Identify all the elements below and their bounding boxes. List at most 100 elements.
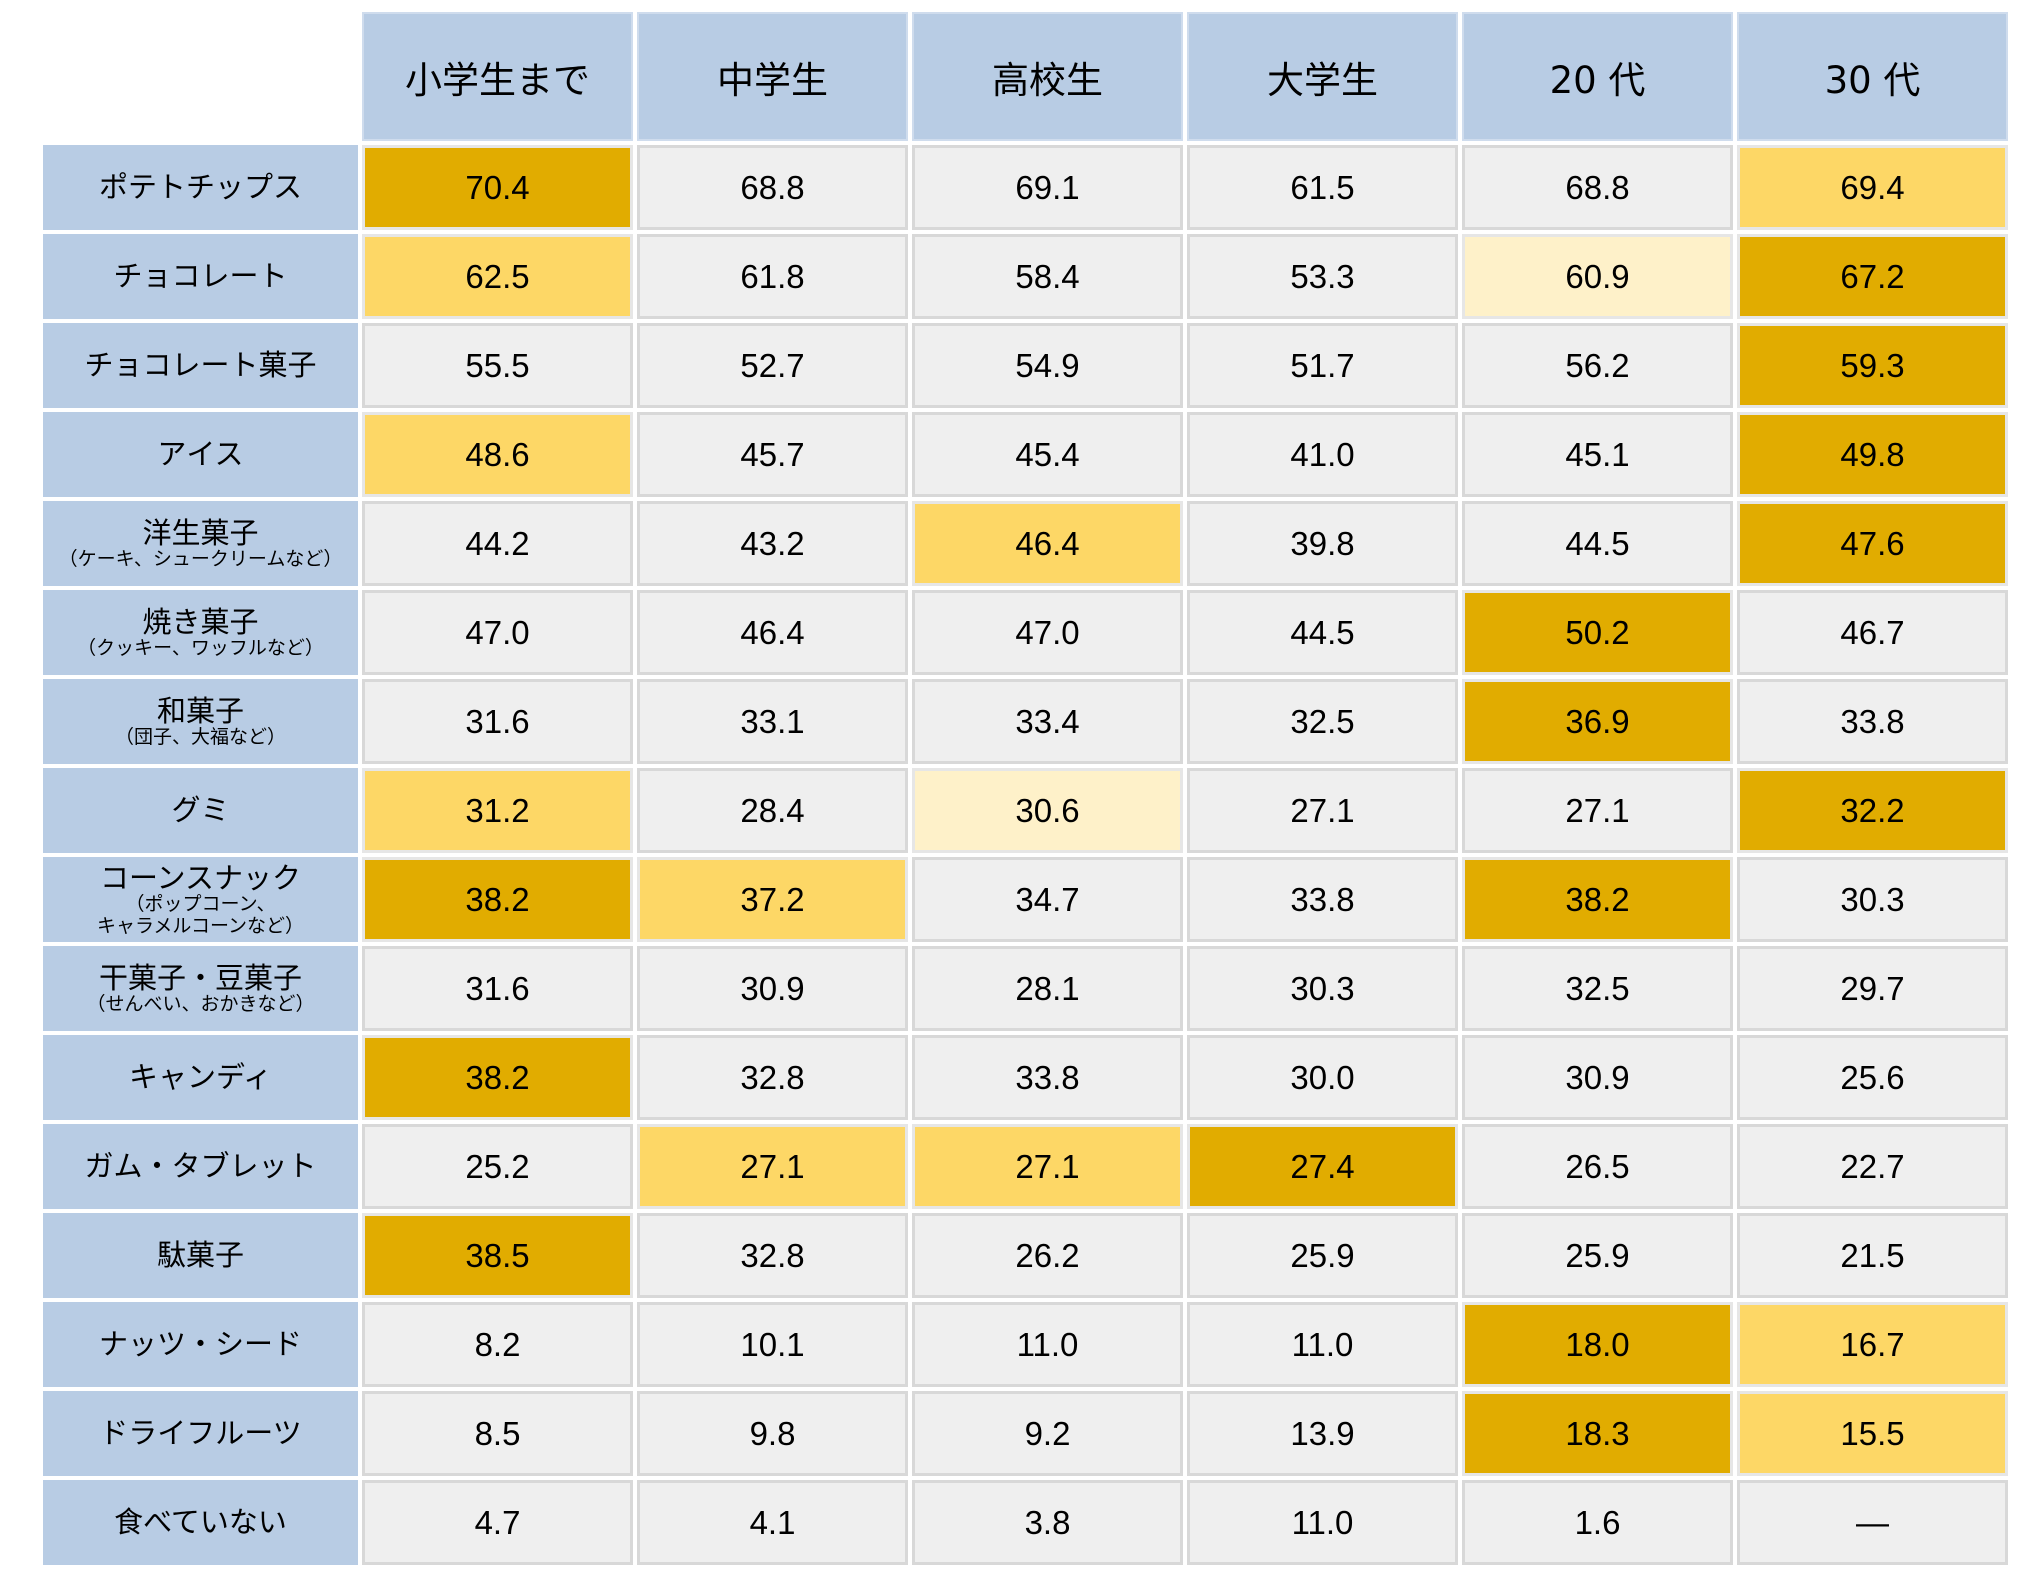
row-sublabel: （ケーキ、シュークリームなど） bbox=[58, 548, 343, 571]
data-cell: 47.0 bbox=[362, 590, 633, 675]
data-cell: 33.1 bbox=[637, 679, 908, 764]
row-label: コーンスナック （ポップコーン、 キャラメルコーンなど） bbox=[43, 857, 358, 942]
data-cell: 52.7 bbox=[637, 323, 908, 408]
data-cell: 38.2 bbox=[362, 1035, 633, 1120]
data-cell: 58.4 bbox=[912, 234, 1183, 319]
row-label-text: コーンスナック bbox=[100, 861, 301, 895]
data-cell: 38.2 bbox=[1462, 857, 1733, 942]
row-label-text: チョコレート菓子 bbox=[84, 348, 317, 383]
data-cell: 27.1 bbox=[1462, 768, 1733, 853]
column-header: 小学生まで bbox=[362, 12, 633, 141]
data-cell: 27.1 bbox=[912, 1124, 1183, 1209]
data-cell: 26.2 bbox=[912, 1213, 1183, 1298]
data-cell: 26.5 bbox=[1462, 1124, 1733, 1209]
row-label-text: 駄菓子 bbox=[156, 1238, 244, 1273]
data-cell: 47.6 bbox=[1737, 501, 2008, 586]
data-cell: 30.9 bbox=[1462, 1035, 1733, 1120]
row-label: アイス bbox=[43, 412, 358, 497]
data-cell: 25.9 bbox=[1187, 1213, 1458, 1298]
column-header: 大学生 bbox=[1187, 12, 1458, 141]
row-label-text: グミ bbox=[171, 793, 230, 828]
data-cell: 31.6 bbox=[362, 679, 633, 764]
data-cell: 55.5 bbox=[362, 323, 633, 408]
row-label-text: 焼き菓子 bbox=[142, 604, 259, 639]
table-corner bbox=[43, 12, 358, 141]
data-cell: 9.2 bbox=[912, 1391, 1183, 1476]
data-cell: 43.2 bbox=[637, 501, 908, 586]
data-cell: 10.1 bbox=[637, 1302, 908, 1387]
data-cell: 28.4 bbox=[637, 768, 908, 853]
data-cell: 34.7 bbox=[912, 857, 1183, 942]
data-cell: 28.1 bbox=[912, 946, 1183, 1031]
row-label: 和菓子 （団子、大福など） bbox=[43, 679, 358, 764]
data-cell: 1.6 bbox=[1462, 1480, 1733, 1565]
data-cell: 38.5 bbox=[362, 1213, 633, 1298]
data-cell: 25.9 bbox=[1462, 1213, 1733, 1298]
data-cell: 59.3 bbox=[1737, 323, 2008, 408]
snack-table: 小学生まで 中学生 高校生 大学生 20 代 30 代ポテトチップス 70.4 68.8 69.… bbox=[43, 12, 2008, 1565]
data-cell: 31.2 bbox=[362, 768, 633, 853]
data-cell: 30.3 bbox=[1737, 857, 2008, 942]
column-header: 20 代 bbox=[1462, 12, 1733, 141]
data-cell: 30.0 bbox=[1187, 1035, 1458, 1120]
data-cell: 27.1 bbox=[637, 1124, 908, 1209]
data-cell: 69.1 bbox=[912, 145, 1183, 230]
data-cell: 46.4 bbox=[637, 590, 908, 675]
data-cell: 60.9 bbox=[1462, 234, 1733, 319]
row-label: グミ bbox=[43, 768, 358, 853]
row-label-text: ガム・タブレット bbox=[84, 1149, 317, 1184]
data-cell: 69.4 bbox=[1737, 145, 2008, 230]
row-label: キャンディ bbox=[43, 1035, 358, 1120]
data-cell: 30.6 bbox=[912, 768, 1183, 853]
data-cell: 54.9 bbox=[912, 323, 1183, 408]
data-cell: 67.2 bbox=[1737, 234, 2008, 319]
row-label: 洋生菓子 （ケーキ、シュークリームなど） bbox=[43, 501, 358, 586]
data-cell: 33.8 bbox=[1187, 857, 1458, 942]
data-cell: 30.3 bbox=[1187, 946, 1458, 1031]
data-cell: 46.7 bbox=[1737, 590, 2008, 675]
data-cell: 48.6 bbox=[362, 412, 633, 497]
data-cell: 16.7 bbox=[1737, 1302, 2008, 1387]
data-cell: 32.8 bbox=[637, 1213, 908, 1298]
data-cell: 32.8 bbox=[637, 1035, 908, 1120]
data-cell: 11.0 bbox=[1187, 1302, 1458, 1387]
data-cell: 44.2 bbox=[362, 501, 633, 586]
data-cell: 8.2 bbox=[362, 1302, 633, 1387]
data-cell: 61.8 bbox=[637, 234, 908, 319]
row-sublabel: （団子、大福など） bbox=[114, 726, 286, 749]
row-label-text: 食べていない bbox=[114, 1505, 287, 1540]
row-label: 干菓子・豆菓子 （せんべい、おかきなど） bbox=[43, 946, 358, 1031]
data-cell: 30.9 bbox=[637, 946, 908, 1031]
row-label-text: 和菓子 bbox=[156, 693, 244, 728]
data-cell: 25.2 bbox=[362, 1124, 633, 1209]
data-cell: 68.8 bbox=[637, 145, 908, 230]
data-cell: 15.5 bbox=[1737, 1391, 2008, 1476]
data-cell: 44.5 bbox=[1462, 501, 1733, 586]
data-cell: 8.5 bbox=[362, 1391, 633, 1476]
data-cell: 4.1 bbox=[637, 1480, 908, 1565]
row-label: 焼き菓子 （クッキー、ワッフルなど） bbox=[43, 590, 358, 675]
row-label: 食べていない bbox=[43, 1480, 358, 1565]
data-cell: 45.7 bbox=[637, 412, 908, 497]
data-cell: 25.6 bbox=[1737, 1035, 2008, 1120]
row-label: ナッツ・シード bbox=[43, 1302, 358, 1387]
data-cell: 62.5 bbox=[362, 234, 633, 319]
data-cell: 32.2 bbox=[1737, 768, 2008, 853]
data-cell: 21.5 bbox=[1737, 1213, 2008, 1298]
row-label: チョコレート bbox=[43, 234, 358, 319]
data-cell: 46.4 bbox=[912, 501, 1183, 586]
row-label: ガム・タブレット bbox=[43, 1124, 358, 1209]
data-cell: 13.9 bbox=[1187, 1391, 1458, 1476]
data-cell: 32.5 bbox=[1187, 679, 1458, 764]
data-cell: 32.5 bbox=[1462, 946, 1733, 1031]
data-cell: 4.7 bbox=[362, 1480, 633, 1565]
data-cell: 33.8 bbox=[912, 1035, 1183, 1120]
row-label-text: チョコレート bbox=[113, 259, 288, 294]
data-cell: 68.8 bbox=[1462, 145, 1733, 230]
column-header: 中学生 bbox=[637, 12, 908, 141]
data-cell: 18.3 bbox=[1462, 1391, 1733, 1476]
data-cell: 37.2 bbox=[637, 857, 908, 942]
data-cell: 47.0 bbox=[912, 590, 1183, 675]
row-label-text: ナッツ・シード bbox=[98, 1327, 302, 1362]
row-label-text: ポテトチップス bbox=[98, 170, 302, 205]
